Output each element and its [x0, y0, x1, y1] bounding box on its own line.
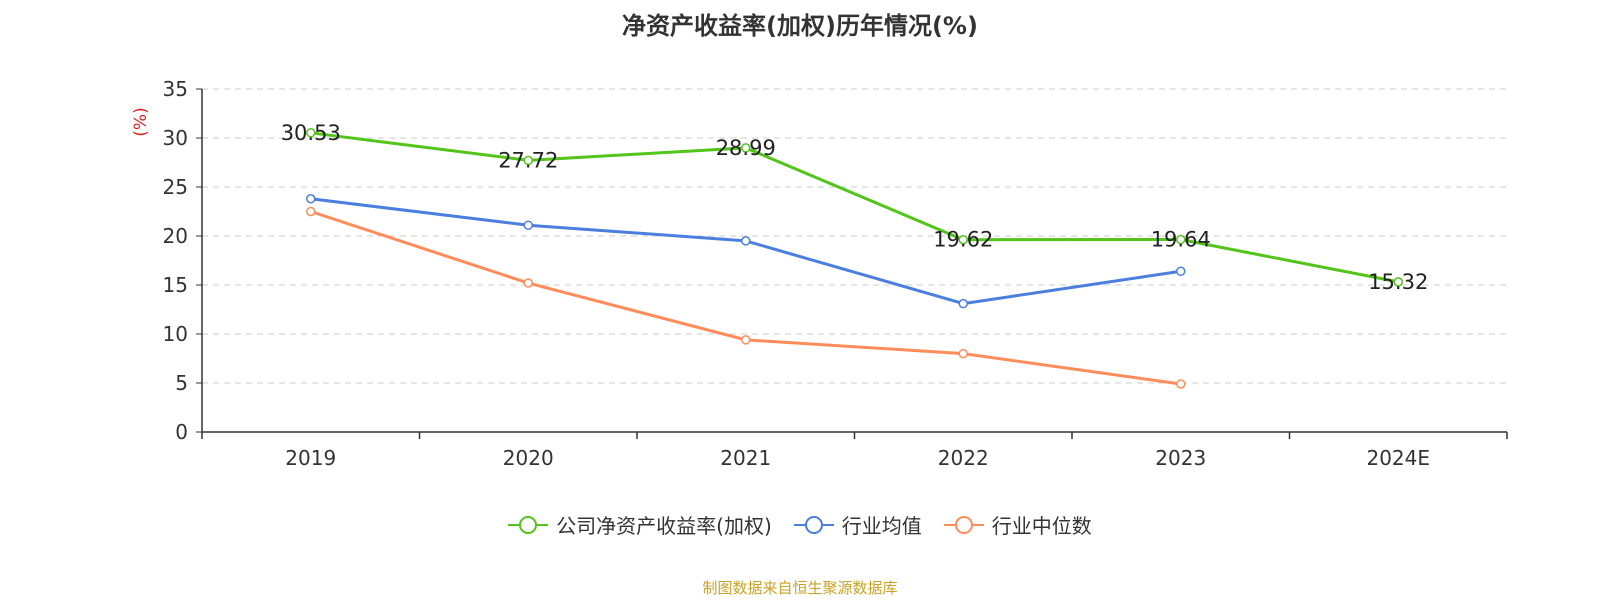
legend-item-industry-median[interactable]: 行业中位数	[943, 510, 1092, 539]
line-chart: 0 5 10 15 20 25 30 35 2019 2020 2021 2022 2023 2024E (…	[131, 77, 1508, 470]
y-tick-label: 35	[163, 77, 188, 101]
data-label: 15.32	[1368, 270, 1428, 294]
data-point-1[interactable]	[741, 236, 751, 246]
data-point-2[interactable]	[958, 348, 968, 359]
data-point-2[interactable]	[1176, 379, 1186, 389]
data-point-2[interactable]	[741, 335, 751, 345]
data-point-0[interactable]	[1393, 277, 1403, 287]
data-label: 27.72	[498, 148, 558, 172]
y-tick-label: 30	[163, 126, 188, 150]
y-tick-label: 20	[163, 224, 188, 248]
y-tick-label: 0	[175, 420, 188, 444]
data-point-0[interactable]	[306, 128, 316, 138]
y-axis-label: (%)	[131, 107, 151, 136]
legend-item-company[interactable]: 公司净资产收益率(加权)	[508, 510, 772, 539]
data-point-0[interactable]	[741, 143, 751, 153]
data-label: 28.99	[716, 136, 776, 160]
data-point-1[interactable]	[306, 194, 316, 204]
data-source-note: 制图数据来自恒生聚源数据库	[702, 579, 898, 597]
legend-marker-company-icon	[508, 515, 549, 534]
data-point-0[interactable]	[523, 155, 533, 166]
data-point-2[interactable]	[306, 206, 316, 217]
y-tick-label: 25	[163, 175, 188, 199]
legend-label-company: 公司净资产收益率(加权)	[556, 514, 772, 538]
legend-item-industry-avg[interactable]: 行业均值	[793, 510, 922, 539]
series-line-1	[310, 197, 1181, 306]
x-tick-label: 2023	[1155, 446, 1206, 470]
y-tick-label: 5	[175, 371, 188, 395]
data-point-1[interactable]	[1176, 266, 1186, 277]
data-point-0[interactable]	[1176, 234, 1186, 245]
data-label: 19.62	[933, 228, 993, 252]
chart-title: 净资产收益率(加权)历年情况(%)	[622, 12, 978, 40]
data-point-1[interactable]	[958, 298, 968, 309]
x-tick-label: 2020	[503, 446, 554, 470]
data-point-2[interactable]	[523, 278, 533, 288]
x-tick-label: 2021	[720, 446, 771, 470]
legend-label-industry-avg: 行业均值	[841, 514, 922, 538]
series-line-0	[310, 131, 1399, 284]
data-point-1[interactable]	[523, 220, 533, 230]
legend-label-industry-median: 行业中位数	[991, 514, 1092, 538]
x-tick-label: 2024E	[1366, 446, 1430, 470]
y-tick-label: 15	[163, 273, 188, 297]
legend-marker-industry-avg-icon	[793, 515, 834, 534]
data-label: 19.64	[1151, 228, 1211, 252]
legend-marker-industry-median-icon	[943, 515, 984, 534]
x-tick-label: 2022	[938, 446, 989, 470]
data-point-0[interactable]	[958, 234, 968, 245]
x-tick-label: 2019	[285, 446, 336, 470]
data-label: 30.53	[281, 121, 341, 145]
chart-legend: 公司净资产收益率(加权) 行业均值 行业中位数	[0, 510, 1600, 539]
y-tick-label: 10	[163, 322, 188, 346]
